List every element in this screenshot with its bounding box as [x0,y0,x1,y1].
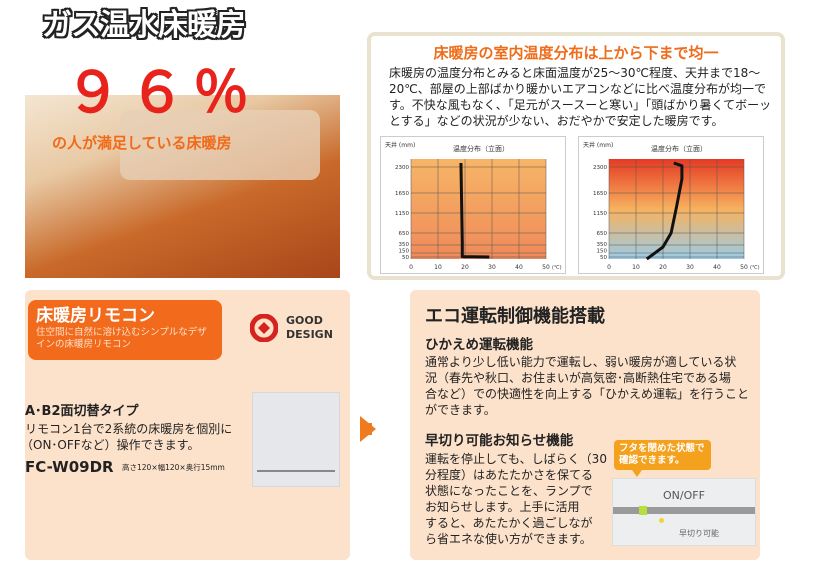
satisfaction-caption: の人が満足している床暖房 [52,134,232,152]
chart-xtick: 10 [434,264,442,271]
sofa-image [120,110,320,180]
chart-ytick: 50 [600,255,607,261]
lamp-indicator [659,518,664,523]
feature2-line: お知らせします。上手に活用 [425,500,580,514]
temperature-heading: 床暖房の室内温度分布は上から下まで均一 [433,44,719,62]
remote-heading-box: 床暖房リモコン 住空間に自然に溶け込むシンプルなデザインの床暖房リモコン [28,300,222,360]
model-number: FC-W09DR [25,458,114,476]
remote-closeup-image: ON/OFF 早切り可能 [612,478,756,546]
chart-ytick: 2300 [593,165,607,171]
chart-title: 温度分布（立面） [651,144,707,153]
chart-ylabel: 天井 (mm) [583,141,613,149]
chart-xtick: 20 [461,264,469,271]
chart-ytick: 150 [597,249,608,255]
callout: フタを閉めた状態で確認できます。 [614,440,711,477]
type-title: A･B2面切替タイプ [25,404,139,419]
feature2-line: すると、あたたかく過ごしなが [425,516,593,530]
chart-ytick: 650 [597,231,608,237]
feature2-line: 状態になったことを、ランプで [425,484,593,498]
chart-ytick: 350 [597,242,608,248]
feature2-line: ら省エネな使い方ができます。 [425,532,592,546]
temperature-panel: 床暖房の室内温度分布は上から下まで均一 床暖房の温度分布とみると床面温度が25～… [367,32,785,280]
chart-ylabel: 天井 (mm) [385,141,415,149]
page-title: ガス温水床暖房 [42,8,246,43]
feature2-line: 分程度）はあたたかさを保てる [425,468,594,482]
chart-ytick: 1650 [593,191,607,197]
chart-ytick: 150 [399,249,410,255]
good-design-text-1: GOOD [286,314,323,327]
feature2-title: 早切り可能お知らせ機能 [425,433,574,449]
feature1-line: 況（春先や秋口、お住まいが高気密･高断熱住宅である場 [425,371,731,385]
remote-subheading: 住空間に自然に溶け込むシンプルなデザインの床暖房リモコン [36,327,207,350]
chart-xtick: 40 [713,264,721,271]
chart-xtick: 50 [542,264,550,271]
chart-ytick: 50 [402,255,409,261]
chart-ytick: 1150 [395,211,409,217]
chart-ytick: 2300 [395,165,409,171]
good-design-icon [250,314,278,342]
temperature-body: 床暖房の温度分布とみると床面温度が25～30℃程度、天井まで18～20℃、部屋の… [389,66,772,128]
arrow-right-icon [360,416,376,442]
chart-title: 温度分布（立面） [453,144,509,153]
feature2-line: 運転を停止しても、しばらく（30 [425,452,607,466]
good-design-logo: GOOD DESIGN [250,314,333,342]
chart-xtick: 40 [515,264,523,271]
chart-xtick: 50 [740,264,748,271]
satisfaction-percent: ９６％ [65,61,257,126]
type-body-1: リモコン1台で2系統の床暖房を個別に [25,422,233,436]
chart-series-line [645,161,684,261]
chart-xlabel: (℃) [750,265,760,271]
lamp-label: 早切り可能 [679,529,719,538]
onoff-label: ON/OFF [663,489,705,502]
chart-plot-area [411,159,546,259]
eco-heading: エコ運転制御機能搭載 [425,306,605,327]
chart-xtick: 20 [659,264,667,271]
chart-ytick: 650 [399,231,410,237]
remote-image [252,392,340,487]
chart-ytick: 1150 [593,211,607,217]
feature1-line: 合など）での快適性を向上する「ひかえめ運転」を行うこと [425,387,750,401]
chart-series-line [459,162,490,259]
chart-xtick: 0 [607,264,611,271]
model-dimensions: 高さ120×幅120×奥行15mm [122,463,225,472]
chart-xtick: 0 [409,264,413,271]
type-body-2: （ON･OFFなど）操作できます。 [21,438,200,452]
chart-ytick: 350 [399,242,410,248]
chart-xtick: 10 [632,264,640,271]
chart-xlabel: (℃) [552,265,562,271]
feature1-line: 通常より少し低い能力で運転し、弱い暖房が適している状 [425,355,737,369]
feature1-line: ができます。 [425,403,496,417]
feature1-title: ひかえめ運転機能 [425,337,533,353]
chart-ytick: 1650 [395,191,409,197]
good-design-text-2: DESIGN [286,328,333,341]
chart-xtick: 30 [686,264,694,271]
remote-heading: 床暖房リモコン [36,306,155,326]
chart-xtick: 30 [488,264,496,271]
